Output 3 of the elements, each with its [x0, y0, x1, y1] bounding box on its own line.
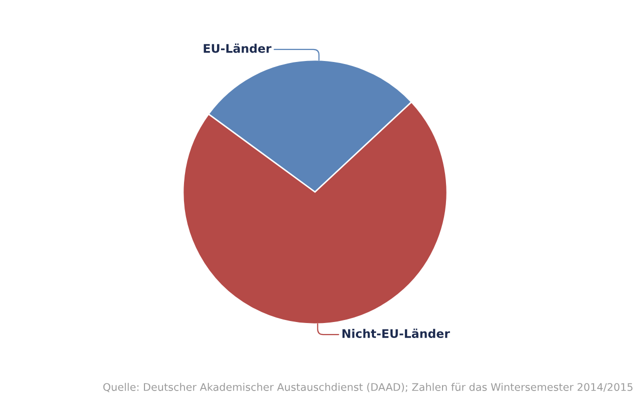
slice-label: EU-Länder	[204, 44, 272, 53]
slice-label: Nicht-EU-Länder	[342, 328, 450, 338]
source-note: Quelle: Deutscher Akademischer Austauschdienst (DAAD); Zahlen für das Wintersemester 2014/2015	[103, 382, 632, 392]
